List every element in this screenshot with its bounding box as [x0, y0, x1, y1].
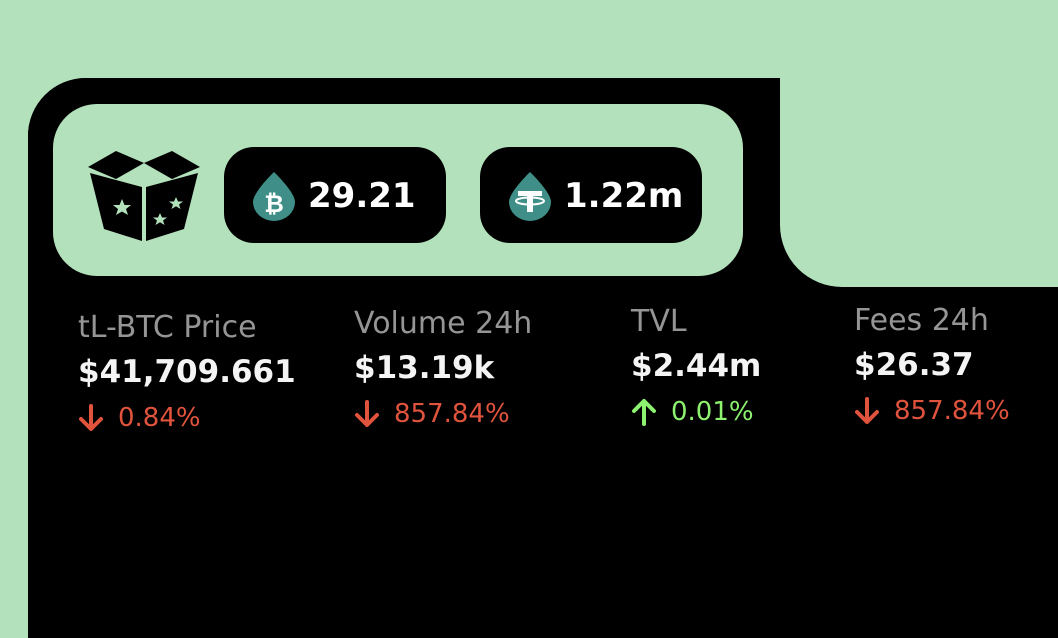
- stat-change-value: 857.84%: [394, 399, 510, 429]
- stat-change-value: 0.84%: [118, 403, 201, 433]
- stat-tvl: TVL $2.44m 0.01%: [631, 304, 761, 428]
- stat-change: 0.84%: [78, 402, 296, 434]
- arrow-down-icon: [855, 397, 879, 424]
- stat-change: 857.84%: [354, 398, 532, 430]
- svg-text:₿: ₿: [264, 190, 284, 218]
- usdt-balance-amount: 1.22m: [564, 176, 684, 216]
- stat-label: Volume 24h: [354, 306, 533, 341]
- btc-balance-amount: 29.21: [308, 176, 416, 216]
- stat-value: $13.19k: [354, 350, 495, 386]
- btc-balance-pill[interactable]: ₿ 29.21: [224, 147, 446, 243]
- tether-drop-icon: [509, 172, 551, 221]
- gift-box-icon: [88, 151, 200, 241]
- stat-change: 857.84%: [854, 395, 1010, 427]
- stat-change-value: 0.01%: [671, 397, 754, 427]
- stat-fees-24h: Fees 24h $26.37 857.84%: [854, 303, 1010, 427]
- background-notch: [780, 0, 1058, 287]
- arrow-up-icon: [632, 399, 656, 426]
- arrow-down-icon: [79, 404, 103, 431]
- bitcoin-drop-icon: ₿: [253, 172, 295, 221]
- stat-label: TVL: [631, 304, 687, 339]
- arrow-down-icon: [355, 400, 379, 427]
- usdt-balance-pill[interactable]: 1.22m: [480, 147, 702, 243]
- stat-volume-24h: Volume 24h $13.19k 857.84%: [354, 306, 532, 430]
- stat-label: Fees 24h: [854, 303, 989, 338]
- stat-btc-price: tL-BTC Price $41,709.661 0.84%: [78, 310, 296, 434]
- stat-label: tL-BTC Price: [78, 310, 257, 345]
- stat-change-value: 857.84%: [894, 396, 1010, 426]
- stat-change: 0.01%: [631, 396, 761, 428]
- stat-value: $26.37: [854, 347, 974, 383]
- stat-value: $2.44m: [631, 348, 762, 384]
- stat-value: $41,709.661: [78, 354, 296, 390]
